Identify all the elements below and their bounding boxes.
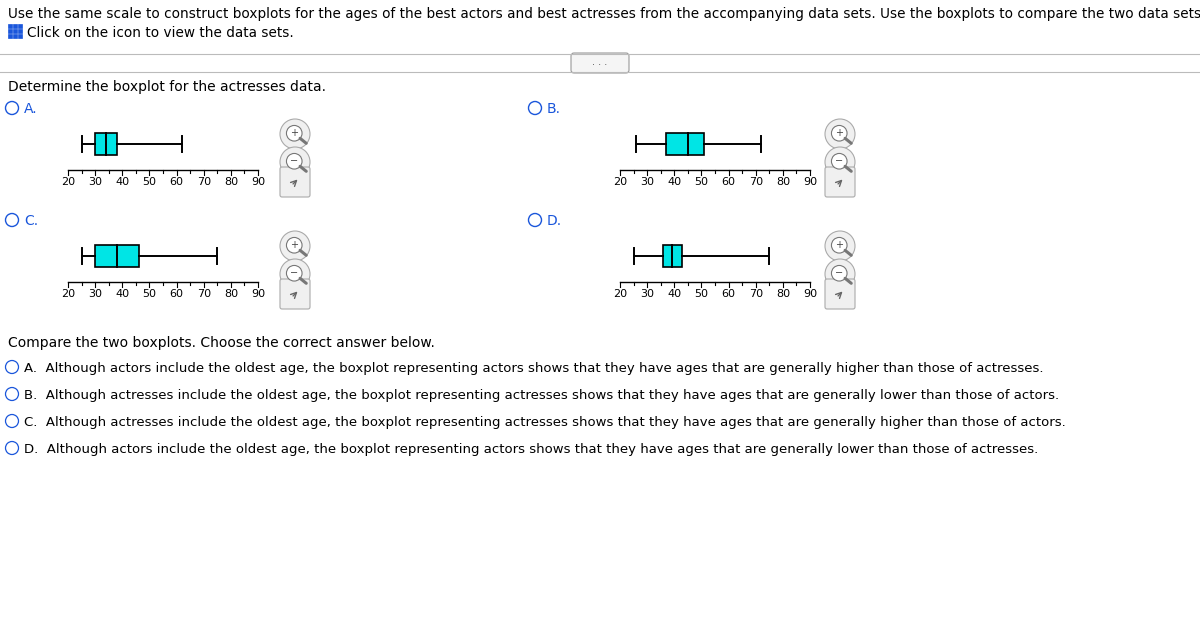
Circle shape <box>287 265 302 281</box>
Bar <box>8 29 12 33</box>
Text: A.  Although actors include the oldest age, the boxplot representing actors show: A. Although actors include the oldest ag… <box>24 362 1044 375</box>
Text: −: − <box>290 268 299 278</box>
Text: 80: 80 <box>775 177 790 187</box>
Bar <box>8 34 12 38</box>
Circle shape <box>280 119 310 149</box>
Text: 40: 40 <box>115 177 130 187</box>
Bar <box>18 34 22 38</box>
Text: 40: 40 <box>667 289 682 299</box>
Text: C.: C. <box>24 214 38 228</box>
Text: 80: 80 <box>223 289 238 299</box>
Text: B.  Although actresses include the oldest age, the boxplot representing actresse: B. Although actresses include the oldest… <box>24 389 1060 402</box>
Text: B.: B. <box>547 102 562 116</box>
Text: 70: 70 <box>197 177 211 187</box>
Text: 70: 70 <box>749 177 763 187</box>
Bar <box>666 133 704 155</box>
Text: −: − <box>835 156 844 166</box>
Text: 60: 60 <box>169 177 184 187</box>
Circle shape <box>832 125 847 141</box>
Circle shape <box>287 153 302 169</box>
Text: C.  Although actresses include the oldest age, the boxplot representing actresse: C. Although actresses include the oldest… <box>24 416 1066 429</box>
Bar <box>95 245 138 267</box>
FancyBboxPatch shape <box>280 279 310 309</box>
Text: 40: 40 <box>667 177 682 187</box>
Text: D.  Although actors include the oldest age, the boxplot representing actors show: D. Although actors include the oldest ag… <box>24 443 1038 456</box>
Bar <box>18 24 22 28</box>
FancyBboxPatch shape <box>826 167 854 197</box>
Text: 90: 90 <box>251 177 265 187</box>
Bar <box>13 24 17 28</box>
Circle shape <box>832 153 847 169</box>
Text: A.: A. <box>24 102 37 116</box>
Bar <box>8 24 12 28</box>
Circle shape <box>280 231 310 261</box>
FancyBboxPatch shape <box>280 167 310 197</box>
Text: 60: 60 <box>721 289 736 299</box>
Text: 80: 80 <box>775 289 790 299</box>
Text: 30: 30 <box>88 177 102 187</box>
Bar <box>13 34 17 38</box>
Circle shape <box>826 231 854 261</box>
Text: 80: 80 <box>223 177 238 187</box>
Text: 70: 70 <box>197 289 211 299</box>
Circle shape <box>287 125 302 141</box>
Text: +: + <box>290 128 299 138</box>
Text: 90: 90 <box>251 289 265 299</box>
Text: +: + <box>835 128 844 138</box>
Text: 50: 50 <box>143 289 156 299</box>
Circle shape <box>826 147 854 177</box>
Text: 30: 30 <box>640 289 654 299</box>
Text: 70: 70 <box>749 289 763 299</box>
Text: 60: 60 <box>721 177 736 187</box>
Text: +: + <box>290 240 299 250</box>
Text: 60: 60 <box>169 289 184 299</box>
Text: −: − <box>290 156 299 166</box>
Text: D.: D. <box>547 214 562 228</box>
Text: 50: 50 <box>695 177 708 187</box>
FancyBboxPatch shape <box>571 53 629 73</box>
Text: . . .: . . . <box>593 57 607 67</box>
Circle shape <box>826 259 854 289</box>
Text: 90: 90 <box>803 289 817 299</box>
Text: −: − <box>835 268 844 278</box>
Text: +: + <box>835 240 844 250</box>
Text: 50: 50 <box>143 177 156 187</box>
Text: 20: 20 <box>613 177 628 187</box>
Circle shape <box>280 259 310 289</box>
Text: 40: 40 <box>115 289 130 299</box>
Bar <box>13 29 17 33</box>
Bar <box>664 245 683 267</box>
Text: 20: 20 <box>613 289 628 299</box>
Text: 30: 30 <box>88 289 102 299</box>
Text: 90: 90 <box>803 177 817 187</box>
Text: Compare the two boxplots. Choose the correct answer below.: Compare the two boxplots. Choose the cor… <box>8 336 434 350</box>
Bar <box>95 133 116 155</box>
Text: 30: 30 <box>640 177 654 187</box>
Text: Use the same scale to construct boxplots for the ages of the best actors and bes: Use the same scale to construct boxplots… <box>8 7 1200 21</box>
Text: Determine the boxplot for the actresses data.: Determine the boxplot for the actresses … <box>8 80 326 94</box>
Bar <box>18 29 22 33</box>
Text: 20: 20 <box>61 177 76 187</box>
Circle shape <box>280 147 310 177</box>
Circle shape <box>826 119 854 149</box>
Text: 50: 50 <box>695 289 708 299</box>
Circle shape <box>832 237 847 253</box>
Circle shape <box>287 237 302 253</box>
Circle shape <box>832 265 847 281</box>
Text: Click on the icon to view the data sets.: Click on the icon to view the data sets. <box>28 26 294 40</box>
Text: 20: 20 <box>61 289 76 299</box>
FancyBboxPatch shape <box>826 279 854 309</box>
